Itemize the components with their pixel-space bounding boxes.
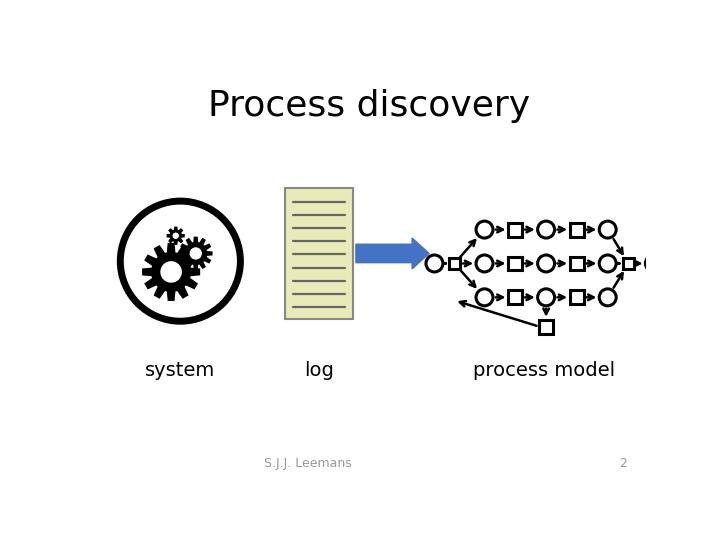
Circle shape xyxy=(476,255,493,272)
FancyBboxPatch shape xyxy=(570,291,584,304)
FancyBboxPatch shape xyxy=(539,320,553,334)
Circle shape xyxy=(189,247,202,260)
Circle shape xyxy=(538,289,554,306)
Circle shape xyxy=(161,262,181,281)
Text: Process discovery: Process discovery xyxy=(208,90,530,124)
FancyArrow shape xyxy=(356,238,429,269)
Polygon shape xyxy=(166,227,185,245)
Circle shape xyxy=(599,255,616,272)
Circle shape xyxy=(190,248,202,259)
Circle shape xyxy=(538,255,554,272)
Text: 2: 2 xyxy=(619,457,627,470)
FancyBboxPatch shape xyxy=(449,258,460,269)
Polygon shape xyxy=(142,243,200,301)
Circle shape xyxy=(173,233,179,239)
Polygon shape xyxy=(179,237,212,271)
Circle shape xyxy=(599,289,616,306)
Circle shape xyxy=(120,201,240,321)
Text: system: system xyxy=(145,361,215,380)
Circle shape xyxy=(426,255,443,272)
FancyBboxPatch shape xyxy=(508,291,522,304)
Circle shape xyxy=(538,221,554,238)
Text: log: log xyxy=(304,361,334,380)
Circle shape xyxy=(645,255,662,272)
FancyBboxPatch shape xyxy=(570,222,584,237)
Text: S.J.J. Leemans: S.J.J. Leemans xyxy=(264,457,351,470)
FancyBboxPatch shape xyxy=(508,222,522,237)
Text: process model: process model xyxy=(473,361,615,380)
FancyBboxPatch shape xyxy=(285,188,353,319)
FancyBboxPatch shape xyxy=(508,256,522,271)
Circle shape xyxy=(599,221,616,238)
FancyBboxPatch shape xyxy=(623,258,634,269)
FancyBboxPatch shape xyxy=(570,256,584,271)
Circle shape xyxy=(161,261,182,283)
Circle shape xyxy=(476,221,493,238)
Circle shape xyxy=(476,289,493,306)
Circle shape xyxy=(173,233,179,239)
